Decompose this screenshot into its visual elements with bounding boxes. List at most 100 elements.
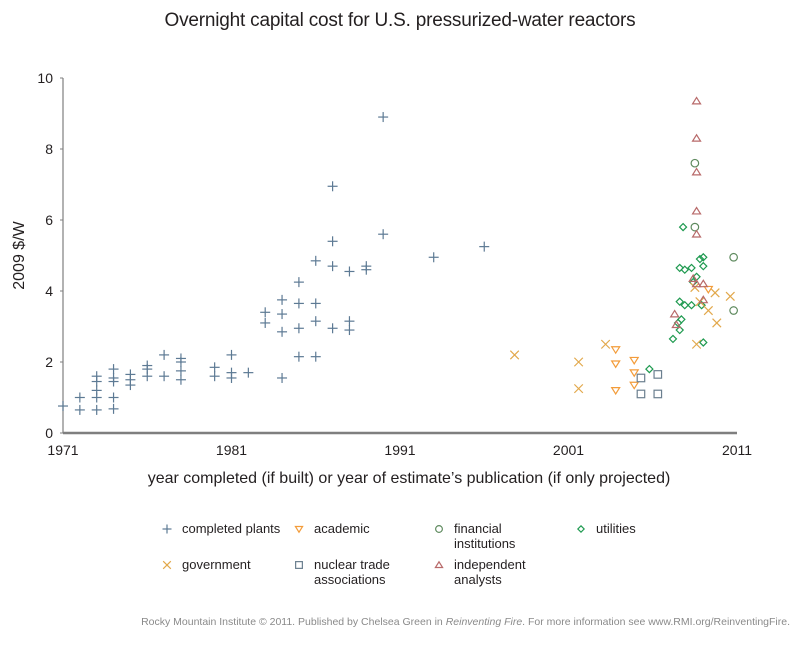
y-tick-label: 6 [45,212,53,228]
data-point [361,264,372,275]
legend-item: nuclear trade associations [292,557,390,587]
circle-marker-icon [435,525,443,533]
data-point [226,349,237,360]
footer-prefix: Rocky Mountain Institute © 2011. Publish… [141,616,446,628]
series-government [509,282,735,394]
data-point [675,325,685,335]
legend-marker [435,525,443,533]
data-point [378,112,389,123]
data-point [108,376,119,387]
data-point [703,305,714,316]
data-point [74,392,85,403]
legend-item: completed plants [160,521,280,536]
data-point [378,229,389,240]
data-point [509,350,520,360]
data-point [645,364,654,374]
legend-item: utilities [574,521,636,536]
data-point [142,371,153,382]
series-academic [610,285,714,396]
data-point [629,356,640,365]
y-tick-label: 8 [45,141,53,157]
data-point [697,300,706,310]
y-axis-label: 2009 $/W [11,220,28,289]
data-point [610,360,621,369]
data-point [226,372,237,383]
data-point [293,298,304,309]
data-point [243,367,254,378]
data-point [310,298,321,309]
data-point [58,401,68,412]
data-point [710,288,720,298]
data-point [729,306,738,315]
x-axis-label: year completed (if built) or year of est… [147,470,671,487]
data-point [479,241,490,252]
data-point [175,365,186,376]
legend-marker [162,560,172,570]
data-point [91,404,102,415]
data-point [260,307,271,318]
data-point [695,254,705,264]
legend-item: academic [292,521,370,536]
data-point [159,371,170,382]
data-point [691,167,702,176]
x-tick-label: 1971 [47,442,78,458]
data-point [629,369,640,378]
data-point [327,261,338,272]
data-point [691,229,702,238]
data-point [327,181,338,192]
legend-label: independent analysts [454,557,526,587]
data-point [327,323,338,334]
x-tick-label: 2011 [722,442,752,458]
data-point [725,291,735,301]
data-point [698,261,708,271]
data-point [293,323,304,334]
data-point [74,404,85,415]
data-point [310,351,321,362]
data-point [428,252,439,263]
data-point [690,282,700,293]
x-tick-label: 2001 [553,442,584,458]
y-tick-label: 0 [45,425,53,441]
data-point [310,316,321,327]
data-point [680,300,690,310]
data-point [159,349,170,360]
legend-label: government [182,557,251,572]
series-independent-analysts [669,96,709,329]
legend-marker [434,560,444,569]
data-point [698,252,708,262]
legend-label: utilities [596,521,636,536]
data-point [293,351,304,362]
data-point [277,309,288,320]
axes: 0 2 4 6 8 10 1971 1981 1991 2001 2011 2009 $/W [11,70,752,458]
data-point [691,339,702,349]
square-marker-icon [295,561,303,569]
data-marks [58,96,738,415]
data-point [691,279,702,288]
footer-book-title: Reinventing Fire [445,616,523,628]
data-point [729,252,738,262]
legend-marker [162,524,172,534]
diamond-marker-icon [577,525,585,533]
series-financial-institutions [690,158,738,315]
footer-credit: Rocky Mountain Institute © 2011. Publish… [0,616,800,628]
data-point [344,316,355,327]
data-point [209,371,220,382]
data-point [653,370,663,379]
data-point [108,364,119,375]
series-completed-plants [58,112,490,415]
triangle-down-marker-icon [294,525,304,534]
data-point [698,279,709,288]
data-point [690,158,700,168]
data-point [629,381,640,390]
data-point [91,392,102,403]
data-point [610,387,621,396]
data-point [91,376,102,387]
data-point [675,297,685,306]
data-point [669,309,680,318]
data-point [671,319,682,329]
data-point [277,326,288,337]
data-point [573,357,584,367]
footer-suffix: . For more information see www.RMI.org/R… [522,616,790,628]
data-point [260,317,271,328]
